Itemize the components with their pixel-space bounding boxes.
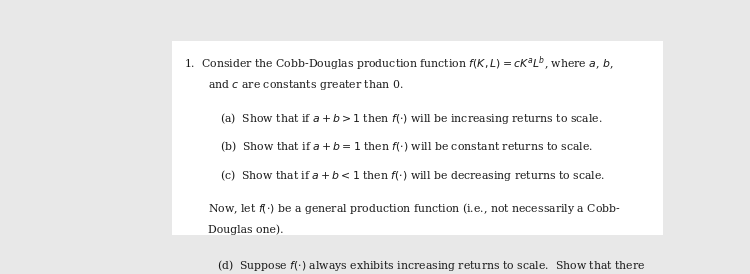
Text: Douglas one).: Douglas one).: [208, 225, 284, 235]
Text: (d)  Suppose $f(\cdot)$ always exhibits increasing returns to scale.  Show that : (d) Suppose $f(\cdot)$ always exhibits i…: [217, 258, 645, 273]
Text: (a)  Show that if $a+b>1$ then $f(\cdot)$ will be increasing returns to scale.: (a) Show that if $a+b>1$ then $f(\cdot)$…: [220, 111, 603, 126]
Text: 1.  Consider the Cobb-Douglas production function $f(K,L) = cK^{a}L^{b}$, where : 1. Consider the Cobb-Douglas production …: [184, 54, 614, 73]
Text: (b)  Show that if $a+b=1$ then $f(\cdot)$ will be constant returns to scale.: (b) Show that if $a+b=1$ then $f(\cdot)$…: [220, 139, 593, 154]
Text: (c)  Show that if $a+b<1$ then $f(\cdot)$ will be decreasing returns to scale.: (c) Show that if $a+b<1$ then $f(\cdot)$…: [220, 168, 606, 183]
Text: and $c$ are constants greater than 0.: and $c$ are constants greater than 0.: [208, 78, 404, 92]
Text: Now, let $f(\cdot)$ be a general production function (i.e., not necessarily a Co: Now, let $f(\cdot)$ be a general product…: [208, 201, 620, 216]
FancyBboxPatch shape: [172, 41, 663, 235]
